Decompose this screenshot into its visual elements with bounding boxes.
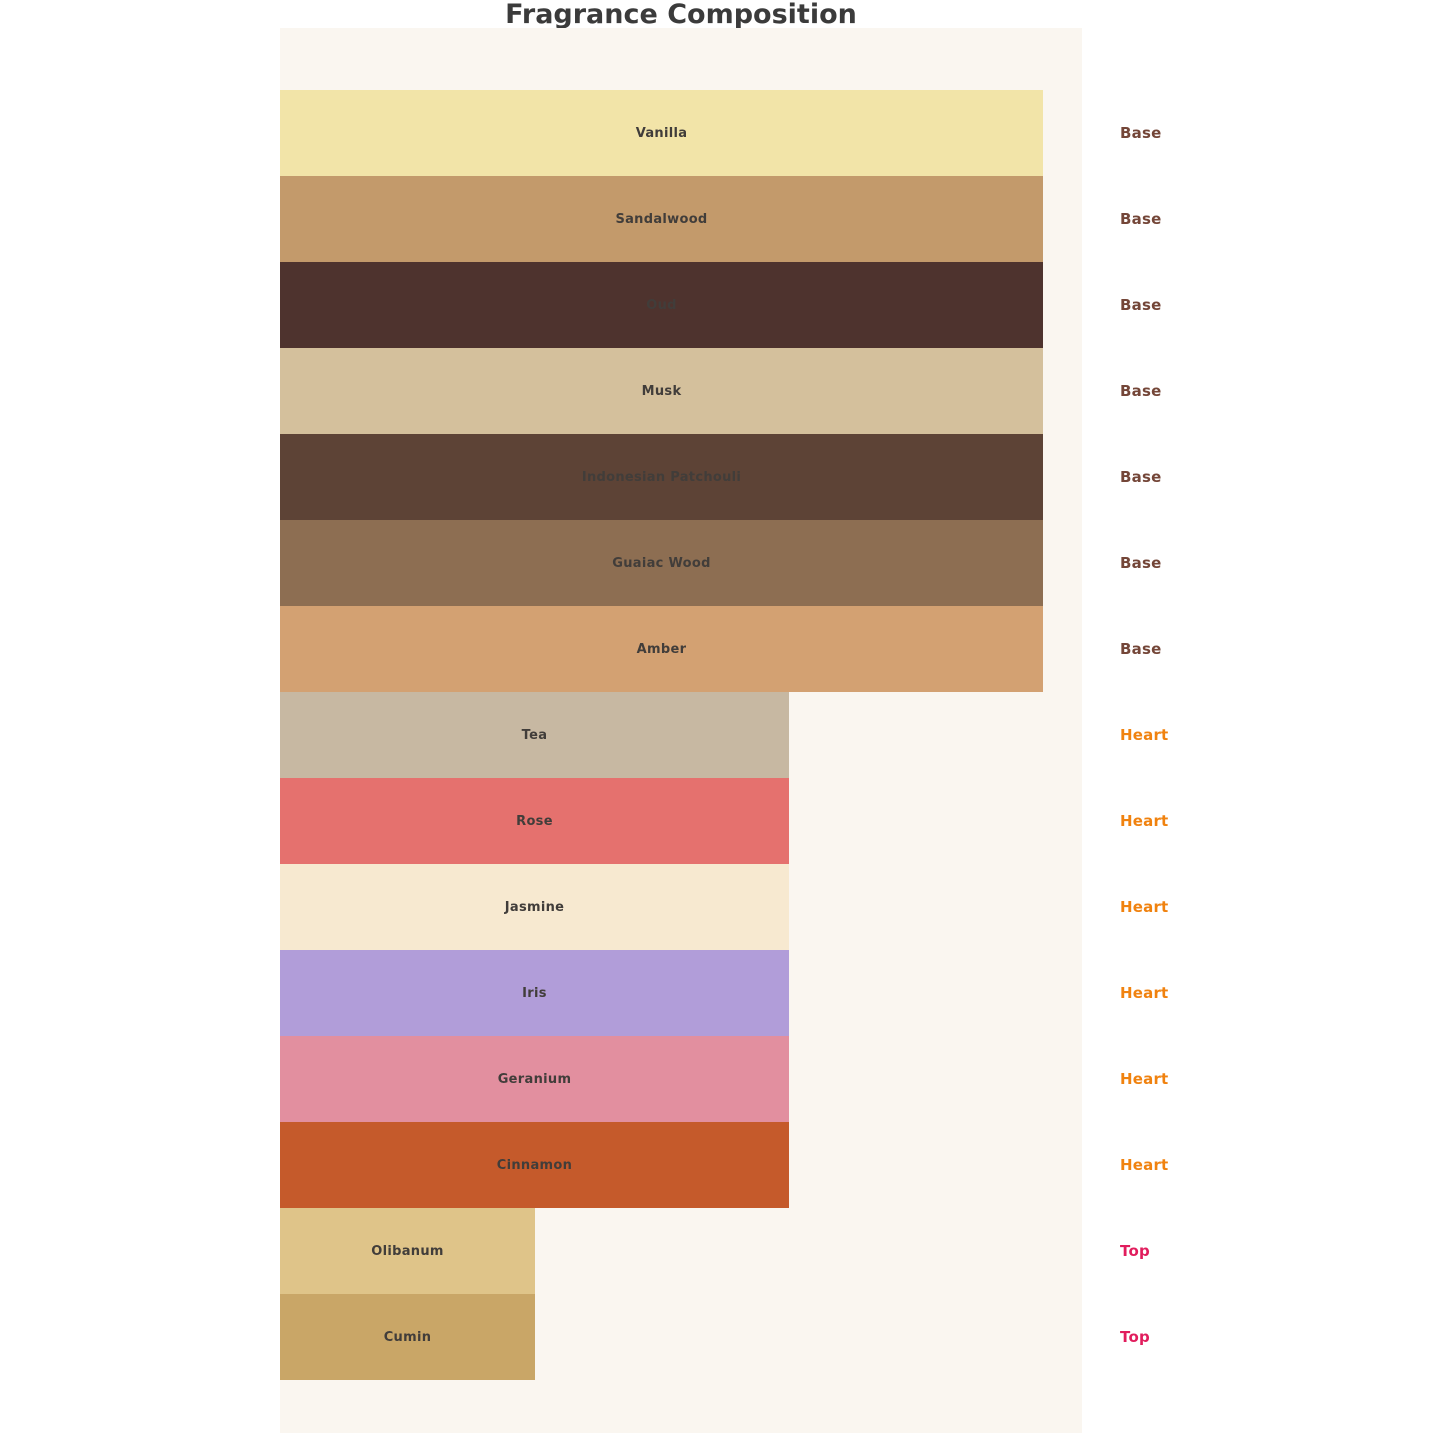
note-bar-label: Oud — [646, 297, 677, 313]
note-bar-label: Indonesian Patchouli — [581, 469, 742, 485]
note-bar: Cinnamon — [280, 1122, 789, 1208]
note-bar: Guaiac Wood — [280, 520, 1043, 606]
category-label: Heart — [1120, 726, 1169, 744]
note-bar: Tea — [280, 692, 789, 778]
note-bar: Cumin — [280, 1294, 535, 1380]
note-bar: Musk — [280, 348, 1043, 434]
note-bar: Geranium — [280, 1036, 789, 1122]
note-bar-label: Cumin — [383, 1329, 432, 1345]
note-bar: Jasmine — [280, 864, 789, 950]
note-bar-label: Jasmine — [504, 899, 565, 915]
note-bar: Amber — [280, 606, 1043, 692]
category-label: Heart — [1120, 812, 1169, 830]
page-title: Fragrance Composition — [505, 0, 857, 30]
note-bar-label: Iris — [522, 985, 547, 1001]
note-bar-label: Rose — [516, 813, 553, 829]
category-label: Heart — [1120, 1156, 1169, 1174]
category-label: Top — [1120, 1328, 1150, 1346]
category-label: Base — [1120, 296, 1162, 314]
note-bar-label: Vanilla — [635, 125, 688, 141]
note-bar: Oud — [280, 262, 1043, 348]
note-bar-label: Guaiac Wood — [612, 555, 711, 571]
category-label: Base — [1120, 124, 1162, 142]
note-bar-label: Geranium — [497, 1071, 572, 1087]
note-bar-label: Amber — [636, 641, 687, 657]
note-bar-label: Olibanum — [371, 1243, 444, 1259]
category-label: Base — [1120, 382, 1162, 400]
note-bar-label: Musk — [641, 383, 682, 399]
category-label: Heart — [1120, 898, 1169, 916]
category-label: Base — [1120, 640, 1162, 658]
note-bar: Sandalwood — [280, 176, 1043, 262]
category-label: Heart — [1120, 984, 1169, 1002]
note-bar: Indonesian Patchouli — [280, 434, 1043, 520]
category-label: Base — [1120, 468, 1162, 486]
note-bar: Iris — [280, 950, 789, 1036]
note-bar: Vanilla — [280, 90, 1043, 176]
category-label: Heart — [1120, 1070, 1169, 1088]
note-bar-label: Tea — [521, 727, 548, 743]
note-bar-label: Cinnamon — [496, 1157, 573, 1173]
note-bar: Olibanum — [280, 1208, 535, 1294]
note-bar-label: Sandalwood — [615, 211, 708, 227]
category-label: Base — [1120, 554, 1162, 572]
note-bar: Rose — [280, 778, 789, 864]
category-label: Base — [1120, 210, 1162, 228]
category-label: Top — [1120, 1242, 1150, 1260]
